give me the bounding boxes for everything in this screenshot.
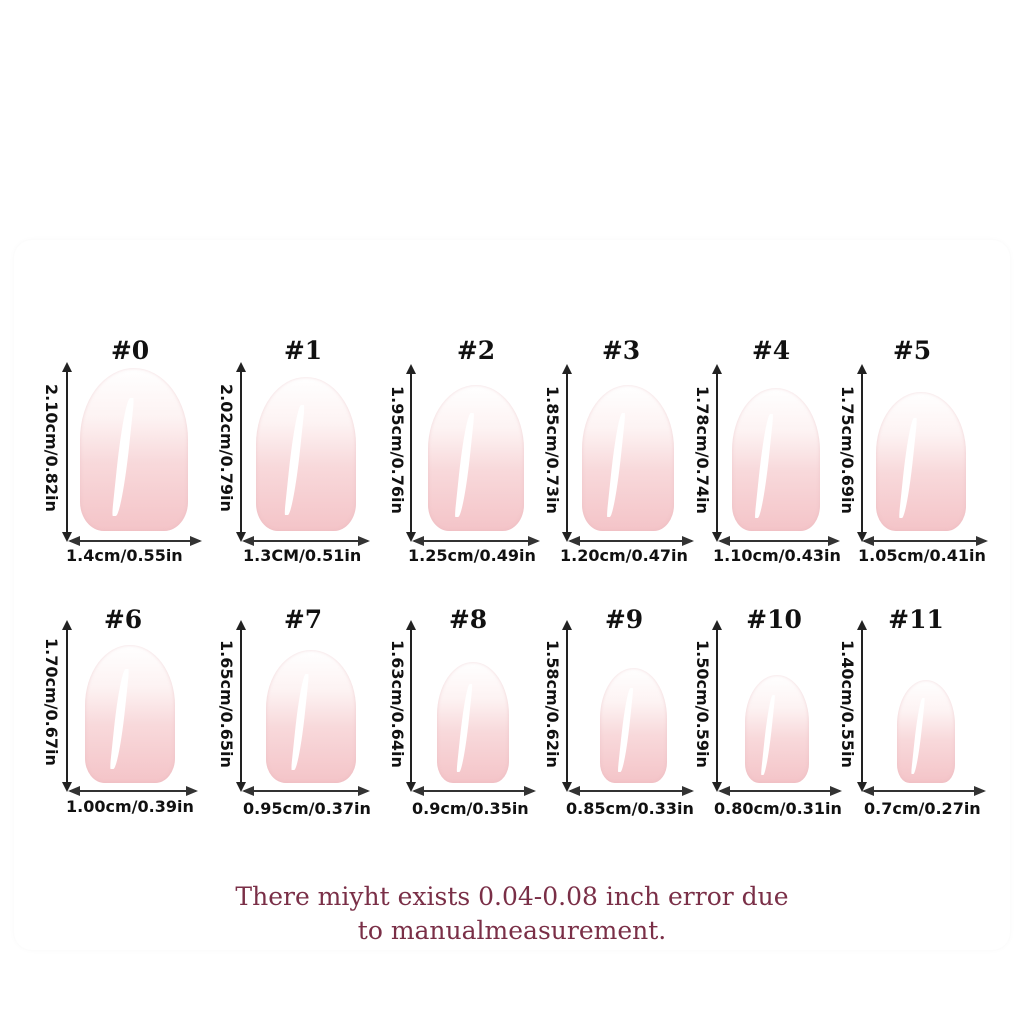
width-label-6: 1.00cm/0.39in [66, 797, 194, 816]
width-arrow-6 [68, 786, 198, 796]
nail-shine-11 [911, 698, 925, 774]
nail-shine-8 [456, 684, 473, 772]
width-label-3: 1.20cm/0.47in [560, 546, 688, 565]
length-label-1: 2.02cm/0.79in [217, 384, 236, 512]
nail-10 [745, 675, 809, 783]
width-label-5: 1.05cm/0.41in [858, 546, 986, 565]
length-arrow-9 [562, 620, 572, 792]
length-arrow-2 [406, 364, 416, 542]
size-label-6: #6 [103, 605, 143, 634]
width-arrow-11 [862, 786, 986, 796]
width-arrow-4 [718, 536, 840, 546]
nail-shine-3 [606, 413, 626, 517]
length-label-3: 1.85cm/0.73in [543, 386, 562, 514]
width-arrow-3 [568, 536, 694, 546]
length-label-0: 2.10cm/0.82in [42, 384, 61, 512]
length-label-5: 1.75cm/0.69in [838, 386, 857, 514]
width-arrow-9 [568, 786, 694, 796]
nail-2 [428, 385, 524, 531]
size-label-10: #10 [746, 605, 802, 634]
nail-3 [582, 385, 674, 531]
size-label-3: #3 [601, 336, 641, 365]
size-label-4: #4 [751, 336, 791, 365]
length-arrow-5 [857, 364, 867, 542]
width-label-8: 0.9cm/0.35in [412, 799, 529, 818]
nail-1 [256, 377, 356, 531]
nail-shine-6 [109, 669, 130, 769]
length-label-4: 1.78cm/0.74in [693, 386, 712, 514]
length-label-2: 1.95cm/0.76in [388, 386, 407, 514]
nail-shine-0 [111, 398, 135, 516]
width-label-1: 1.3CM/0.51in [243, 546, 362, 565]
width-label-0: 1.4cm/0.55in [66, 546, 183, 565]
length-arrow-10 [712, 620, 722, 792]
size-label-9: #9 [604, 605, 644, 634]
nail-8 [437, 662, 509, 783]
length-label-10: 1.50cm/0.59in [693, 640, 712, 768]
nail-shine-7 [290, 674, 310, 770]
length-label-9: 1.58cm/0.62in [543, 640, 562, 768]
size-label-5: #5 [892, 336, 932, 365]
width-arrow-2 [412, 536, 540, 546]
size-label-1: #1 [283, 336, 323, 365]
length-arrow-7 [236, 620, 246, 792]
nail-6 [85, 645, 175, 783]
nail-11 [897, 680, 955, 783]
width-arrow-0 [68, 536, 202, 546]
nail-5 [876, 392, 966, 531]
width-arrow-1 [242, 536, 370, 546]
width-label-11: 0.7cm/0.27in [864, 799, 981, 818]
size-label-0: #0 [110, 336, 150, 365]
nail-4 [732, 388, 820, 531]
length-arrow-6 [62, 620, 72, 792]
measurement-error-note-line1: There miyht exists 0.04-0.08 inch error … [235, 882, 789, 911]
length-label-8: 1.63cm/0.64in [388, 640, 407, 768]
width-arrow-8 [412, 786, 536, 796]
nail-shine-2 [454, 413, 475, 517]
length-arrow-8 [406, 620, 416, 792]
length-label-7: 1.65cm/0.65in [217, 640, 236, 768]
length-arrow-1 [236, 362, 246, 542]
nail-0 [80, 368, 188, 531]
nail-7 [266, 650, 356, 783]
width-label-10: 0.80cm/0.31in [714, 799, 842, 818]
width-arrow-10 [718, 786, 842, 796]
measurement-error-note-line2: to manualmeasurement. [357, 916, 667, 945]
width-label-2: 1.25cm/0.49in [408, 546, 536, 565]
width-label-7: 0.95cm/0.37in [243, 799, 371, 818]
size-label-2: #2 [456, 336, 496, 365]
length-arrow-4 [712, 364, 722, 542]
length-arrow-3 [562, 364, 572, 542]
length-label-6: 1.70cm/0.67in [42, 638, 61, 766]
nail-shine-10 [760, 695, 776, 775]
size-label-8: #8 [448, 605, 488, 634]
width-arrow-5 [862, 536, 988, 546]
width-label-4: 1.10cm/0.43in [713, 546, 841, 565]
nail-shine-9 [617, 688, 634, 772]
nail-shine-1 [284, 405, 305, 515]
width-label-9: 0.85cm/0.33in [566, 799, 694, 818]
nail-shine-5 [898, 418, 918, 518]
size-label-7: #7 [283, 605, 323, 634]
length-label-11: 1.40cm/0.55in [838, 640, 857, 768]
length-arrow-0 [62, 362, 72, 542]
nail-shine-4 [754, 414, 774, 518]
nail-9 [600, 668, 667, 783]
length-arrow-11 [857, 620, 867, 792]
width-arrow-7 [242, 786, 370, 796]
size-label-11: #11 [888, 605, 944, 634]
